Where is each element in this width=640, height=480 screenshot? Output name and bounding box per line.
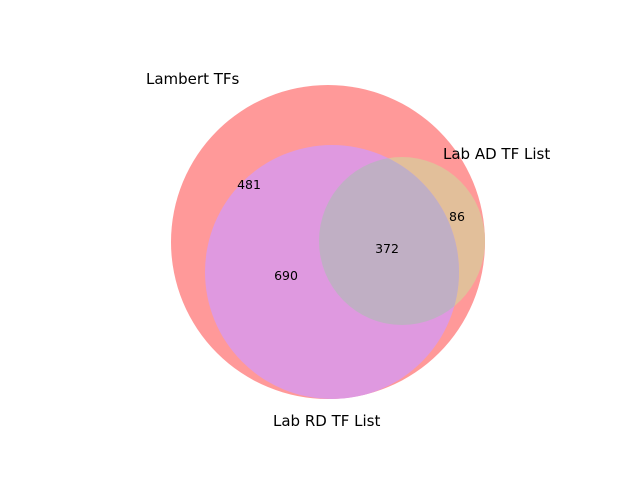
region-lambert-ad-count: 86 xyxy=(449,209,465,224)
region-all-three-count: 372 xyxy=(375,241,399,256)
lambert-set-label: Lambert TFs xyxy=(146,70,240,88)
region-lambert-rd-count: 690 xyxy=(274,268,298,283)
lab-rd-set-label: Lab RD TF List xyxy=(273,412,380,430)
lab-ad-set-label: Lab AD TF List xyxy=(443,145,550,163)
region-lambert-only-count: 481 xyxy=(237,177,261,192)
